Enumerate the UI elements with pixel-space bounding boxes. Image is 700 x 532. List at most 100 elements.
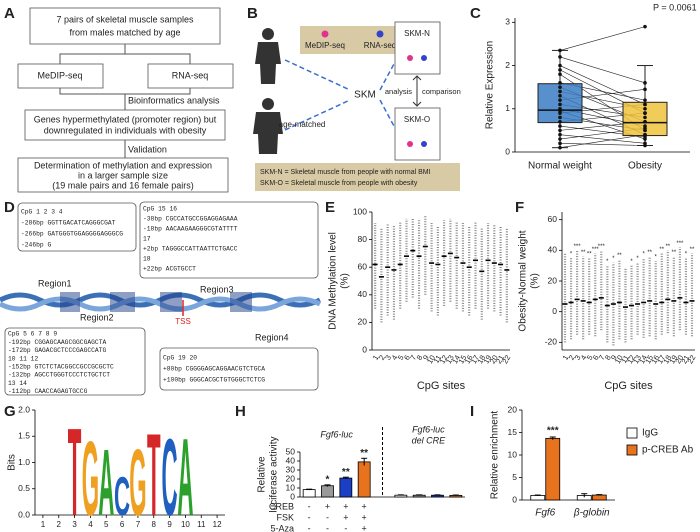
edge-label: Bioinformatics analysis [128,95,220,105]
legend-box [255,163,460,191]
pair-line [559,56,646,84]
y-tick-label: 3 [505,17,510,27]
significance: *** [598,244,606,250]
significance: ** [665,244,670,250]
y-axis-label: Relative [257,456,268,493]
y-axis-label: Bits [7,454,18,471]
point [558,124,562,128]
x-tick-label: 12 [625,353,637,365]
legend-text: SKM-N = Skeletal muscle from people with… [260,169,431,176]
x-tick-label: 9 [167,520,172,529]
region-sequence: CpG 19 20 [163,355,197,362]
relation-label: comparison [422,87,461,96]
point [643,115,647,120]
logo-letter: T [147,409,161,532]
condition-mark: + [362,501,367,511]
y-tick-label: 40 [358,289,368,299]
point [558,115,562,120]
condition-mark: - [308,523,311,532]
point [643,81,647,85]
condition-mark: + [325,501,330,511]
bar [530,495,546,501]
node-text: 7 pairs of skeletal muscle samples [56,14,194,24]
x-tick-label: 14 [637,353,649,365]
significance: ** [342,467,350,478]
assay-dot [407,141,413,147]
condition-mark: - [326,523,329,532]
pair-line [559,143,646,146]
y-tick-label: 1.0 [18,457,30,467]
point [643,126,647,131]
significance: * [612,256,615,262]
y-tick-label: 20 [548,275,558,285]
significance: ** [360,448,368,459]
x-tick-label: 3 [383,353,393,361]
x-tick-label: 11 [432,353,444,364]
x-tick-label: 19 [482,353,494,365]
point [558,111,562,115]
pair-line [559,65,646,105]
y-tick-label: 0 [505,146,510,156]
x-tick-label: 21 [679,353,691,365]
x-tick-label: 10 [425,353,437,365]
condition-mark: + [362,523,367,532]
x-tick-label: 5 [585,353,595,361]
pair-line [559,26,646,51]
x-tick-label: 2 [377,353,387,361]
region-sequence: -246bp G [21,242,51,249]
person-icon [255,28,281,84]
point [558,55,562,59]
y-tick-label: 0.5 [18,483,30,493]
significance: * [570,252,573,258]
logo-letter: T [68,402,82,532]
x-tick-label: 11 [197,520,206,529]
x-tick-label: 8 [603,353,613,361]
x-tick-label: 5 [104,520,109,529]
region-box [159,347,319,391]
point [643,87,647,92]
point [558,141,562,146]
y-tick-label: 100 [353,206,367,216]
point [643,98,647,102]
legend-text: SKM-O = Skeletal muscle from people with… [260,180,418,187]
logo-letter: G [82,421,99,532]
flowchart: 7 pairs of skeletal muscle samples from … [17,7,234,193]
assay-label: RNA-seq [364,41,396,50]
x-tick-label: 8 [152,520,157,529]
assay-dot [421,55,427,61]
region-box [139,201,319,279]
panel-label: F [515,199,524,216]
significance: ** [587,252,592,258]
assay-dot [321,30,329,38]
significance: ** [672,250,677,256]
node [17,63,104,89]
x-tick-label: 9 [609,353,619,361]
significance: ** [647,250,652,256]
point [643,143,647,148]
y-tick-label: 0 [362,344,367,354]
assay-dot [421,141,427,147]
condition-mark: - [308,501,311,511]
panel-label: H [235,403,246,420]
y-tick-label: 15 [508,427,518,437]
y-tick-label: 50 [286,446,296,456]
assay-dot [376,30,384,38]
point [643,24,647,29]
condition-mark: - [308,512,311,522]
region-box [4,327,146,396]
region-sequence: +22bp ACGTGCCT [143,266,196,273]
y-tick-label: 1 [505,103,510,113]
x-tick-label: 2 [57,520,62,529]
node-text: MeDIP-seq [37,70,82,80]
x-tick-label: β-globin [573,508,610,519]
x-axis-label: CpG sites [417,380,466,392]
significance: ** [581,250,586,256]
point [558,137,562,141]
y-tick-label: 2 [505,60,510,70]
region-name: Region2 [80,312,114,322]
significance: *** [592,247,600,253]
x-tick-label: 20 [673,353,685,365]
x-tick-label: 7 [408,353,418,361]
x-tick-label: 16 [649,353,661,365]
y-tick-label: 40 [286,455,296,465]
